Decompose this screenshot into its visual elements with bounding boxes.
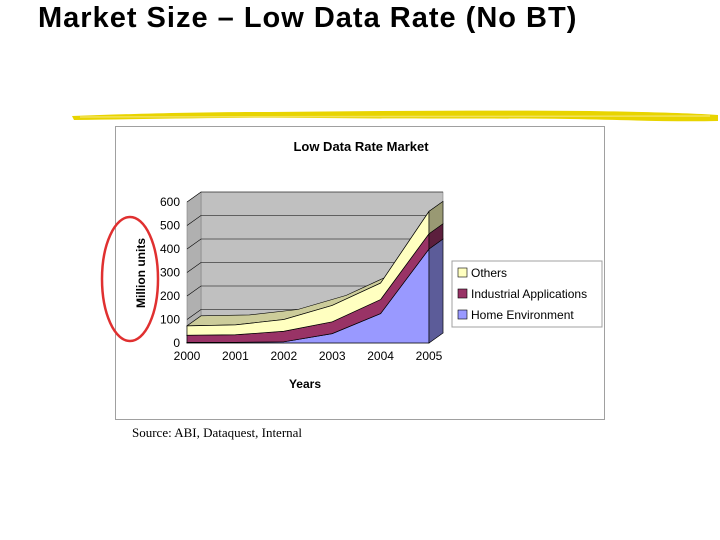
highlight-circle-annotation — [100, 215, 160, 343]
x-tick-label: 2000 — [174, 349, 201, 363]
y-tick-label: 400 — [160, 242, 180, 256]
x-tick-label: 2001 — [222, 349, 249, 363]
title-underline-texture — [79, 115, 711, 118]
source-note: Source: ABI, Dataquest, Internal — [132, 425, 303, 440]
x-tick-label: 2003 — [319, 349, 346, 363]
y-tick-label: 300 — [160, 266, 180, 280]
y-tick-label: 100 — [160, 313, 180, 327]
x-tick-label: 2005 — [416, 349, 443, 363]
x-axis-label: Years — [289, 377, 321, 391]
y-tick-label: 600 — [160, 195, 180, 209]
y-tick-label: 500 — [160, 219, 180, 233]
legend-swatch — [457, 288, 468, 299]
y-tick-label: 200 — [160, 289, 180, 303]
chart-title: Low Data Rate Market — [293, 139, 429, 154]
legend-label: Home Environment — [471, 308, 574, 322]
legend-label: Others — [471, 266, 507, 280]
legend-swatch — [457, 309, 468, 320]
y-gridline — [186, 285, 443, 297]
chart-legend: Others Industrial Applications Home Enviro… — [451, 260, 603, 328]
y-gridline — [186, 262, 443, 273]
x-tick-label: 2004 — [367, 349, 394, 363]
axes: 0 100 200 300 400 500 600 2000 2001 2002 2003 2004 2… — [160, 195, 443, 363]
chart-panel: Low Data Rate Market 0 100 200 300 400 500 600… — [115, 126, 605, 420]
y-gridline — [186, 191, 443, 203]
legend-swatch — [457, 267, 468, 278]
y-gridline — [186, 238, 443, 250]
y-gridline — [186, 215, 443, 226]
area-end-others — [428, 200, 444, 235]
chart-canvas: Low Data Rate Market 0 100 200 300 400 500 600… — [134, 139, 603, 391]
y-axis-label: Million units — [134, 238, 148, 308]
x-tick-label: 2002 — [270, 349, 297, 363]
legend-label: Industrial Applications — [471, 287, 587, 301]
plot-area — [186, 191, 444, 344]
slide-title: Market Size – Low Data Rate (No BT) — [38, 2, 578, 34]
legend-box — [451, 260, 603, 328]
y-tick-label: 0 — [173, 336, 180, 350]
highlight-ellipse-stroke — [100, 215, 160, 343]
area-end-home-environment — [428, 238, 444, 344]
title-underline-rule — [72, 110, 718, 122]
